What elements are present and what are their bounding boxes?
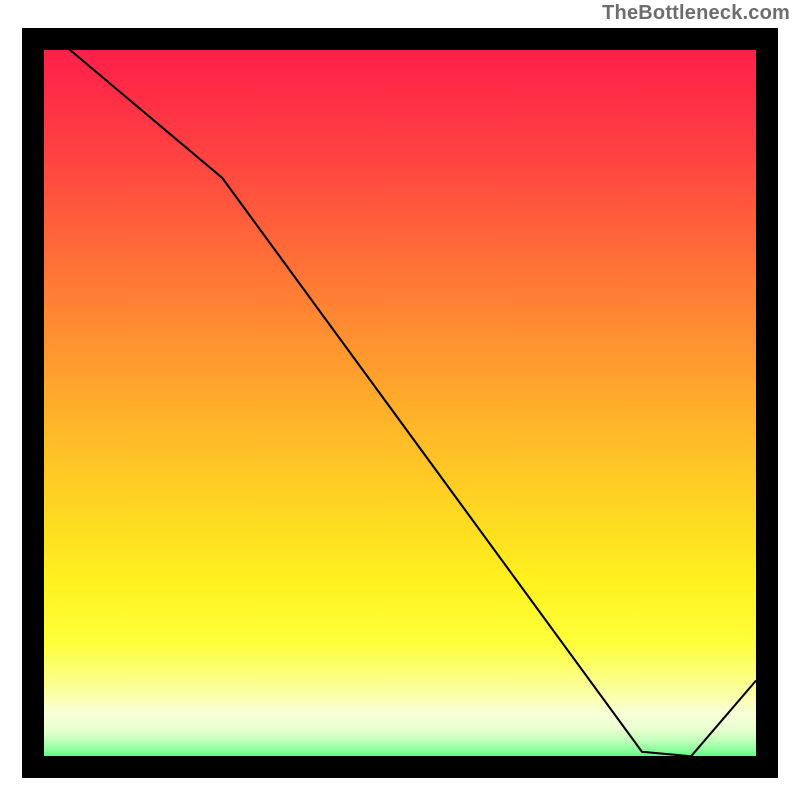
data-line	[22, 28, 778, 778]
chart-container: TheBottleneck.com	[0, 0, 800, 800]
plot-area	[22, 28, 778, 778]
watermark-text: TheBottleneck.com	[602, 2, 790, 25]
